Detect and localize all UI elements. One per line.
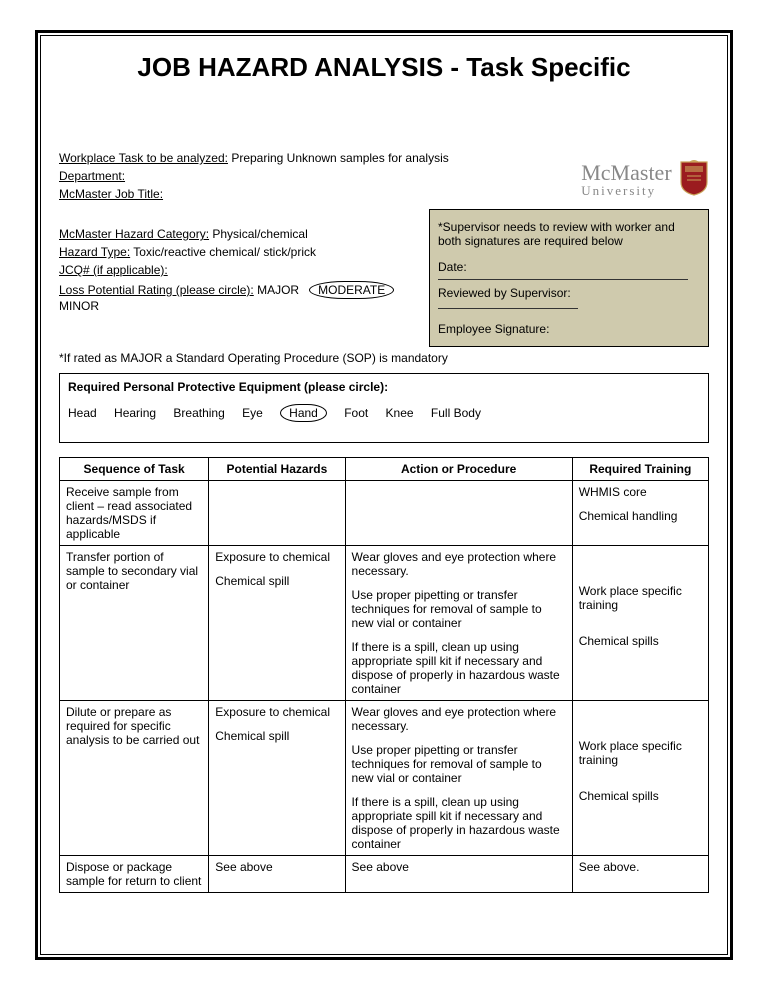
jcq-label: JCQ# (if applicable):	[59, 263, 168, 277]
workplace-task-value: Preparing Unknown samples for analysis	[228, 151, 449, 165]
training-para: Work place specific training	[579, 584, 702, 612]
logo-box: McMaster University	[581, 160, 709, 199]
cell-training: WHMIS core Chemical handling	[572, 481, 708, 546]
ppe-option-hand: Hand	[280, 404, 327, 422]
hazard-line: Exposure to chemical	[215, 550, 338, 564]
reviewed-label: Reviewed by Supervisor:	[438, 286, 700, 300]
crest-icon	[679, 160, 709, 199]
logo-area: McMaster University	[581, 160, 709, 205]
page-title: JOB HAZARD ANALYSIS - Task Specific	[59, 52, 709, 83]
ppe-option-hearing: Hearing	[114, 406, 156, 420]
cell-hazards: Exposure to chemical Chemical spill	[209, 546, 345, 701]
ppe-option-knee: Knee	[386, 406, 414, 420]
action-para: Use proper pipetting or transfer techniq…	[352, 743, 566, 785]
loss-moderate-option: MODERATE	[309, 281, 394, 299]
loss-rating-label: Loss Potential Rating (please circle):	[59, 283, 254, 297]
table-header-row: Sequence of Task Potential Hazards Actio…	[60, 458, 709, 481]
cell-action: See above	[345, 856, 572, 893]
training-line: Chemical handling	[579, 509, 702, 523]
job-title-label: McMaster Job Title:	[59, 187, 163, 201]
supervisor-box: *Supervisor needs to review with worker …	[429, 209, 709, 347]
logo-text-1: McMaster	[581, 162, 671, 184]
department-label: Department:	[59, 169, 125, 183]
task-table: Sequence of Task Potential Hazards Actio…	[59, 457, 709, 893]
hazard-category-field: McMaster Hazard Category: Physical/chemi…	[59, 227, 417, 241]
training-para: Work place specific training	[579, 739, 702, 767]
workplace-task-field: Workplace Task to be analyzed: Preparing…	[59, 151, 581, 165]
workplace-task-label: Workplace Task to be analyzed:	[59, 151, 228, 165]
cell-seq: Dilute or prepare as required for specif…	[60, 701, 209, 856]
ppe-options: Head Hearing Breathing Eye Hand Foot Kne…	[68, 404, 700, 422]
outer-border: JOB HAZARD ANALYSIS - Task Specific Work…	[35, 30, 733, 960]
table-row: Transfer portion of sample to secondary …	[60, 546, 709, 701]
ppe-option-breathing: Breathing	[173, 406, 224, 420]
ppe-option-foot: Foot	[344, 406, 368, 420]
mid-left: McMaster Hazard Category: Physical/chemi…	[59, 205, 417, 317]
loss-rating-field: Loss Potential Rating (please circle): M…	[59, 281, 417, 313]
cell-action: Wear gloves and eye protection where nec…	[345, 701, 572, 856]
header-row: Workplace Task to be analyzed: Preparing…	[59, 101, 709, 205]
cell-training: See above.	[572, 856, 708, 893]
th-action: Action or Procedure	[345, 458, 572, 481]
document-page: JOB HAZARD ANALYSIS - Task Specific Work…	[0, 0, 768, 994]
cell-seq: Dispose or package sample for return to …	[60, 856, 209, 893]
table-row: Dispose or package sample for return to …	[60, 856, 709, 893]
action-para: If there is a spill, clean up using appr…	[352, 640, 566, 696]
department-field: Department:	[59, 169, 581, 183]
cell-action	[345, 481, 572, 546]
sop-note: *If rated as MAJOR a Standard Operating …	[59, 351, 709, 365]
hazard-line: Chemical spill	[215, 729, 338, 743]
date-line	[438, 278, 688, 280]
th-training: Required Training	[572, 458, 708, 481]
ppe-box: Required Personal Protective Equipment (…	[59, 373, 709, 443]
hazard-type-label: Hazard Type:	[59, 245, 130, 259]
cell-seq: Transfer portion of sample to secondary …	[60, 546, 209, 701]
cell-action: Wear gloves and eye protection where nec…	[345, 546, 572, 701]
header-left: Workplace Task to be analyzed: Preparing…	[59, 101, 581, 205]
supervisor-note: *Supervisor needs to review with worker …	[438, 220, 700, 248]
cell-hazards	[209, 481, 345, 546]
hazard-category-label: McMaster Hazard Category:	[59, 227, 209, 241]
cell-training: Work place specific training Chemical sp…	[572, 701, 708, 856]
table-row: Dilute or prepare as required for specif…	[60, 701, 709, 856]
job-title-field: McMaster Job Title:	[59, 187, 581, 201]
action-para: Wear gloves and eye protection where nec…	[352, 705, 566, 733]
th-hazards: Potential Hazards	[209, 458, 345, 481]
cell-training: Work place specific training Chemical sp…	[572, 546, 708, 701]
training-line: WHMIS core	[579, 485, 702, 499]
cell-seq: Receive sample from client – read associ…	[60, 481, 209, 546]
table-row: Receive sample from client – read associ…	[60, 481, 709, 546]
hazard-line: Chemical spill	[215, 574, 338, 588]
training-para: Chemical spills	[579, 789, 702, 803]
ppe-option-fullbody: Full Body	[431, 406, 481, 420]
action-para: Wear gloves and eye protection where nec…	[352, 550, 566, 578]
cell-hazards: Exposure to chemical Chemical spill	[209, 701, 345, 856]
action-para: If there is a spill, clean up using appr…	[352, 795, 566, 851]
date-label: Date:	[438, 260, 700, 274]
hazard-type-value: Toxic/reactive chemical/ stick/prick	[130, 245, 316, 259]
mid-row: McMaster Hazard Category: Physical/chemi…	[59, 205, 709, 347]
logo-text-2: University	[581, 184, 671, 197]
signature-label: Employee Signature:	[438, 322, 700, 336]
ppe-option-head: Head	[68, 406, 97, 420]
reviewed-line	[438, 307, 578, 309]
loss-major-option: MAJOR	[254, 283, 299, 297]
cell-hazards: See above	[209, 856, 345, 893]
jcq-field: JCQ# (if applicable):	[59, 263, 417, 277]
hazard-line: Exposure to chemical	[215, 705, 338, 719]
loss-minor-option: MINOR	[59, 299, 99, 313]
training-para	[579, 705, 702, 729]
training-para: Chemical spills	[579, 634, 702, 648]
ppe-title: Required Personal Protective Equipment (…	[68, 380, 700, 394]
th-sequence: Sequence of Task	[60, 458, 209, 481]
ppe-option-eye: Eye	[242, 406, 263, 420]
inner-border: JOB HAZARD ANALYSIS - Task Specific Work…	[40, 35, 728, 955]
training-para	[579, 550, 702, 574]
hazard-category-value: Physical/chemical	[209, 227, 308, 241]
hazard-type-field: Hazard Type: Toxic/reactive chemical/ st…	[59, 245, 417, 259]
action-para: Use proper pipetting or transfer techniq…	[352, 588, 566, 630]
